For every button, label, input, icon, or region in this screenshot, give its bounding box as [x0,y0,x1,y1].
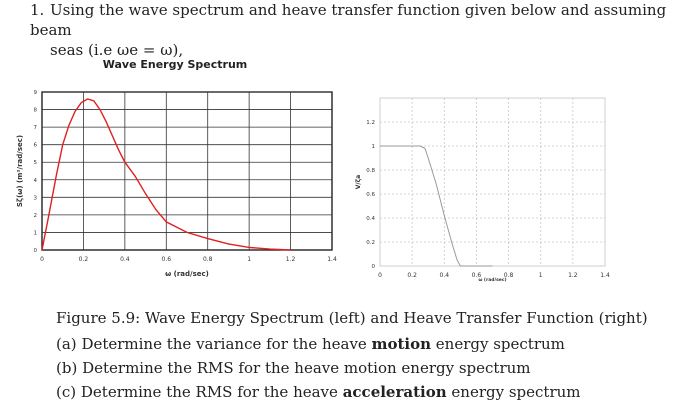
x-tick-label: 1 [539,272,543,279]
y-tick-label: 5 [34,160,38,166]
question-a-text: Determine the variance for the heave [81,335,367,353]
problem-number: 1. [30,1,45,19]
question-b-label: (b) [56,359,78,377]
plot-area [41,91,333,251]
question-a-post: energy spectrum [435,335,565,353]
x-tick-label: 0.6 [162,256,172,263]
question-c-label: (c) [56,383,77,401]
y-tick-label: 0.6 [366,192,375,198]
wave-spectrum-title: Wave Energy Spectrum [102,58,248,71]
x-axis-label: ω (rad/sec) [165,270,209,278]
problem-line-2: seas (i.e ωe = ω), [50,41,184,59]
y-axis-label: Sζ(ω) (m²/rad/sec) [16,135,24,207]
question-a-label: (a) [56,335,77,353]
x-tick-label: 0.8 [203,256,213,263]
question-a: (a) Determine the variance for the heave… [56,332,581,356]
problem-line-1: Using the wave spectrum and heave transf… [30,1,667,39]
y-axis-label: V/ζa [355,175,362,189]
y-tick-label: 9 [34,90,38,96]
question-c-text: Determine the RMS for the heave [80,383,338,401]
y-tick-label: 0 [34,248,38,254]
heave-transfer-function-chart: 0 0.2 0.4 0.6 0.8 1 1.2 1.4 0 0.2 0.4 0.6 0.8 1 1.2 ω (… [355,97,610,283]
x-tick-label: 0 [378,272,382,279]
y-tick-label: 2 [34,213,38,219]
y-tick-label: 4 [34,178,38,184]
question-list: (a) Determine the variance for the heave… [56,332,581,404]
x-tick-label: 0.4 [440,272,450,279]
y-tick-label: 0.2 [366,240,375,246]
wave-energy-spectrum-chart: 0 0.2 0.4 0.6 0.8 1 1.2 1.4 0 1 2 3 4 5 6 7 8 9 ω (rad/sec… [16,90,337,278]
y-tick-label: 3 [34,195,38,201]
x-tick-label: 0.2 [79,256,89,263]
y-tick-label: 1 [34,230,38,236]
x-axis-label: ω (rad/sec) [478,277,506,283]
x-tick-label: 0.6 [472,272,482,279]
series-line [380,145,493,267]
x-tick-label: 0.2 [407,272,417,279]
y-tick-label: 1 [372,144,376,150]
x-tick-label: 0.4 [120,256,130,263]
question-b-text: Determine the RMS for the heave motion e… [82,359,531,377]
y-tick-label: 7 [34,125,38,131]
y-tick-label: 6 [34,143,38,149]
question-c-post: energy spectrum [451,383,581,401]
figure-caption: Figure 5.9: Wave Energy Spectrum (left) … [56,309,648,327]
plot-area [379,97,606,267]
x-tick-label: 1.2 [568,272,578,279]
y-tick-label: 8 [34,108,38,114]
question-c: (c) Determine the RMS for the heave acce… [56,380,581,404]
problem-statement: 1. Using the wave spectrum and heave tran… [30,0,670,60]
question-a-bold: motion [371,335,431,353]
x-tick-label: 0.8 [504,272,514,279]
y-tick-label: 0.8 [366,168,375,174]
x-tick-label: 1.4 [600,272,610,279]
question-c-bold: acceleration [342,383,447,401]
y-tick-label: 1.2 [366,120,375,126]
series-line [41,98,291,251]
x-tick-label: 1 [247,256,251,263]
x-tick-label: 1.2 [286,256,296,263]
question-b: (b) Determine the RMS for the heave moti… [56,356,581,380]
x-tick-label: 1.4 [327,256,337,263]
x-tick-label: 0 [40,256,44,263]
y-tick-label: 0 [372,264,376,270]
y-tick-label: 0.4 [366,216,375,222]
